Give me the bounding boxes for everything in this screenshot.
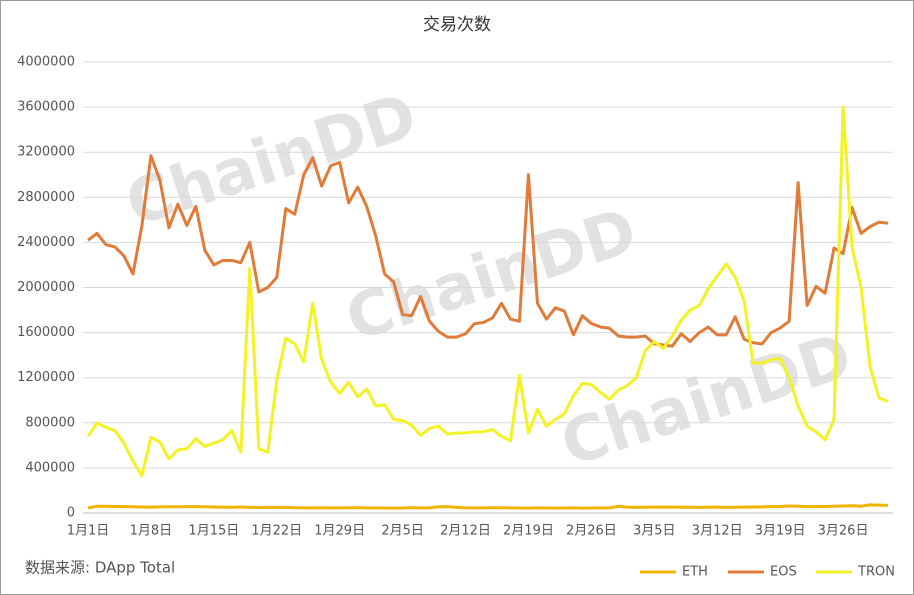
y-tick-label: 800000 xyxy=(25,415,75,430)
legend-label: TRON xyxy=(857,565,895,580)
x-tick-label: 1月8日 xyxy=(130,524,173,539)
legend-label: ETH xyxy=(682,565,708,580)
y-tick-label: 2400000 xyxy=(17,235,75,250)
x-tick-label: 2月5日 xyxy=(381,524,424,539)
y-tick-label: 1200000 xyxy=(17,370,75,385)
y-tick-label: 3200000 xyxy=(17,145,75,160)
source: 数据来源: DApp Total xyxy=(25,559,175,577)
x-tick-label: 1月15日 xyxy=(188,524,239,539)
x-tick-label: 1月22日 xyxy=(251,524,302,539)
chart-title: 交易次数 xyxy=(423,15,491,35)
line-series xyxy=(87,503,889,510)
x-tick-label: 3月5日 xyxy=(633,524,676,539)
x-tick-label: 3月26日 xyxy=(818,524,869,539)
y-tick-label: 4000000 xyxy=(17,55,75,70)
line-series xyxy=(87,154,889,348)
x-tick-label: 3月19日 xyxy=(755,524,806,539)
y-tick-label: 3600000 xyxy=(17,100,75,115)
y-tick-label: 2800000 xyxy=(17,190,75,205)
x-tick-label: 1月1日 xyxy=(67,524,110,539)
y-tick-label: 0 xyxy=(67,506,75,521)
y-tick-label: 2000000 xyxy=(17,280,75,295)
line-series xyxy=(86,105,889,478)
y-tick-label: 1600000 xyxy=(17,325,75,340)
x-tick-label: 2月19日 xyxy=(503,524,554,539)
y-tick-label: 400000 xyxy=(25,460,75,475)
x-tick-label: 2月12日 xyxy=(440,524,491,539)
x-tick-label: 2月26日 xyxy=(566,524,617,539)
legend-label: EOS xyxy=(770,565,797,580)
x-tick-label: 1月29日 xyxy=(314,524,365,539)
x-tick-label: 3月12日 xyxy=(692,524,743,539)
